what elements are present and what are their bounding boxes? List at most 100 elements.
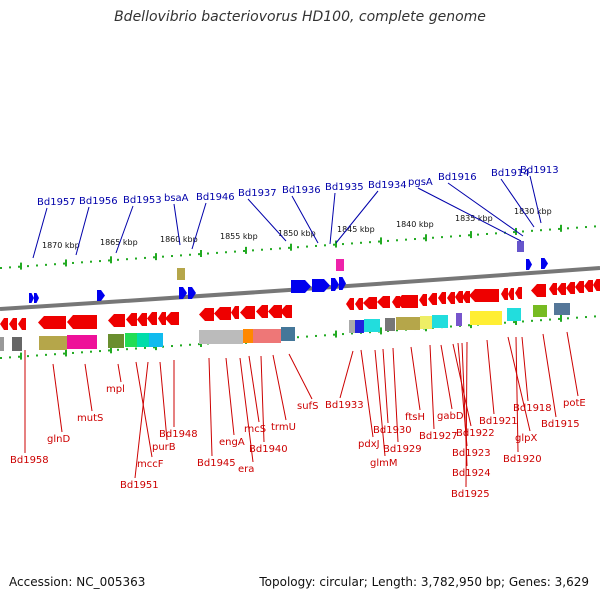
feature-block (355, 320, 364, 333)
scale-label: 1870 kbp (42, 241, 80, 250)
tick-dot (558, 317, 560, 320)
tick-dot (9, 266, 11, 269)
gene-label-bottom: era (238, 464, 254, 475)
leader-line (75, 206, 90, 256)
gene-arrow (9, 318, 17, 330)
leader-line (500, 178, 535, 228)
tick-major (110, 256, 112, 264)
tick-dot (315, 334, 317, 337)
gene-arrow (377, 296, 390, 308)
tick-dot (513, 321, 515, 324)
tick-dot (9, 356, 11, 359)
gene-arrow (34, 293, 39, 303)
leader-line (440, 344, 453, 410)
gene-label-bottom: Bd1930 (373, 425, 412, 436)
gene-label-top: Bd1913 (520, 165, 559, 176)
tick-dot (144, 256, 146, 259)
tick-dot (531, 319, 533, 322)
scale-label: 1845 kbp (337, 225, 375, 234)
gene-arrow (396, 295, 418, 308)
tick-dot (108, 349, 110, 352)
tick-dot (450, 235, 452, 238)
gene-label-bottom: Bd1945 (197, 458, 236, 469)
gene-label-top: Bd1936 (282, 185, 321, 196)
tick-dot (495, 232, 497, 235)
tick-dot (99, 350, 101, 353)
leader-line (465, 341, 468, 488)
tick-dot (36, 354, 38, 357)
leader-line (507, 336, 531, 432)
tick-dot (27, 265, 29, 268)
tick-dot (396, 329, 398, 332)
feature-block (364, 319, 380, 332)
gene-label-bottom: Bd1940 (249, 444, 288, 455)
gene-label-top: Bd1956 (79, 196, 118, 207)
tick-dot (270, 248, 272, 251)
gene-arrow (346, 298, 354, 310)
gene-arrow (0, 318, 8, 330)
leader-line (191, 202, 207, 250)
leader-line (115, 205, 134, 254)
tick-major (380, 237, 382, 245)
gene-arrow (469, 289, 499, 302)
gene-arrow (566, 282, 575, 294)
tick-dot (288, 246, 290, 249)
gene-arrow (331, 278, 339, 291)
gene-label-bottom: Bd1948 (159, 429, 198, 440)
tick-dot (171, 255, 173, 258)
tick-dot (567, 227, 569, 230)
gene-label-bottom: Bd1929 (383, 444, 422, 455)
leader-line (225, 357, 235, 436)
gene-label-bottom: Bd1923 (452, 448, 491, 459)
feature-block (420, 316, 432, 329)
tick-dot (198, 343, 200, 346)
feature-block (108, 334, 124, 348)
gene-label-top: Bd1953 (123, 195, 162, 206)
scale-label: 1855 kbp (220, 232, 258, 241)
tick-major (335, 240, 337, 248)
leader-line (247, 198, 287, 242)
gene-arrow (38, 316, 66, 329)
tick-dot (117, 258, 119, 261)
gene-arrow (549, 283, 557, 295)
tick-major (560, 314, 562, 322)
leader-line (288, 353, 313, 400)
gene-arrow (291, 280, 311, 293)
leader-line (248, 355, 260, 423)
tick-dot (90, 260, 92, 263)
gene-arrow (455, 291, 463, 303)
tick-dot (72, 351, 74, 354)
gene-label-bottom: Bd1922 (456, 428, 495, 439)
leader-line (208, 357, 213, 457)
gene-label-bottom: glnD (47, 434, 70, 445)
gene-label-bottom: Bd1925 (451, 489, 490, 500)
gene-arrow (428, 293, 437, 305)
gene-label-bottom: Bd1958 (10, 455, 49, 466)
tick-dot (324, 334, 326, 337)
tick-dot (432, 236, 434, 239)
gene-arrow (593, 279, 600, 291)
tick-major (290, 243, 292, 251)
gene-arrow (108, 314, 125, 327)
tick-dot (63, 262, 65, 265)
tick-dot (234, 250, 236, 253)
gene-label-top: Bd1957 (37, 197, 76, 208)
tick-dot (522, 230, 524, 233)
leader-line (529, 175, 542, 224)
tick-dot (549, 228, 551, 231)
tick-dot (576, 316, 578, 319)
tick-dot (486, 232, 488, 235)
tick-dot (135, 347, 137, 350)
tick-major (20, 262, 22, 270)
tick-dot (180, 254, 182, 257)
tick-major (560, 224, 562, 232)
gene-arrow (531, 284, 546, 297)
tick-dot (504, 321, 506, 324)
leader-line (272, 354, 287, 421)
tick-dot (198, 253, 200, 256)
feature-block (0, 337, 4, 351)
leader-line (52, 363, 63, 433)
gene-arrow (280, 305, 292, 318)
leader-line (134, 361, 149, 479)
leader-line (360, 349, 374, 438)
